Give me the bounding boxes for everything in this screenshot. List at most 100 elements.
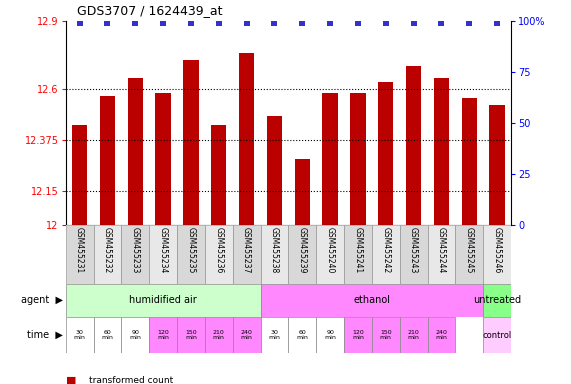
- Text: GSM455244: GSM455244: [437, 227, 446, 273]
- Text: GSM455234: GSM455234: [159, 227, 168, 273]
- Bar: [177, 317, 205, 353]
- Point: [493, 20, 502, 26]
- Point: [353, 20, 363, 26]
- Text: GSM455233: GSM455233: [131, 227, 140, 273]
- Bar: [428, 317, 456, 353]
- Bar: [122, 225, 149, 284]
- Text: untreated: untreated: [473, 295, 521, 306]
- Bar: [100, 96, 115, 225]
- Bar: [66, 317, 94, 353]
- Bar: [205, 225, 233, 284]
- Bar: [344, 317, 372, 353]
- Bar: [350, 93, 365, 225]
- Point: [159, 20, 168, 26]
- Point: [242, 20, 251, 26]
- Bar: [211, 125, 227, 225]
- Text: GSM455242: GSM455242: [381, 227, 391, 273]
- Bar: [372, 225, 400, 284]
- Bar: [406, 66, 421, 225]
- Bar: [233, 317, 260, 353]
- Point: [131, 20, 140, 26]
- Bar: [344, 225, 372, 284]
- Text: GSM455246: GSM455246: [493, 227, 502, 273]
- Text: GSM455236: GSM455236: [214, 227, 223, 273]
- Point: [465, 20, 474, 26]
- Text: 120
min: 120 min: [157, 329, 169, 341]
- Bar: [260, 225, 288, 284]
- Bar: [183, 60, 199, 225]
- Text: 210
min: 210 min: [213, 329, 225, 341]
- Text: GSM455245: GSM455245: [465, 227, 474, 273]
- Text: GSM455238: GSM455238: [270, 227, 279, 273]
- Bar: [267, 116, 282, 225]
- Text: ethanol: ethanol: [353, 295, 391, 306]
- Point: [437, 20, 446, 26]
- Text: control: control: [482, 331, 512, 339]
- Text: transformed count: transformed count: [89, 376, 173, 384]
- Bar: [288, 317, 316, 353]
- Point: [186, 20, 195, 26]
- Bar: [94, 317, 122, 353]
- Bar: [66, 284, 260, 317]
- Bar: [323, 93, 338, 225]
- Bar: [66, 225, 94, 284]
- Bar: [400, 317, 428, 353]
- Text: humidified air: humidified air: [129, 295, 197, 306]
- Bar: [428, 225, 456, 284]
- Text: 90
min: 90 min: [129, 329, 141, 341]
- Bar: [205, 317, 233, 353]
- Text: 90
min: 90 min: [324, 329, 336, 341]
- Bar: [233, 225, 260, 284]
- Text: 150
min: 150 min: [185, 329, 197, 341]
- Text: time  ▶: time ▶: [27, 330, 63, 340]
- Text: GSM455241: GSM455241: [353, 227, 363, 273]
- Bar: [72, 125, 87, 225]
- Text: GSM455237: GSM455237: [242, 227, 251, 273]
- Bar: [434, 78, 449, 225]
- Point: [75, 20, 84, 26]
- Bar: [177, 225, 205, 284]
- Bar: [94, 225, 122, 284]
- Bar: [239, 53, 254, 225]
- Text: ■: ■: [66, 375, 76, 384]
- Bar: [295, 159, 310, 225]
- Text: 240
min: 240 min: [240, 329, 252, 341]
- Text: 60
min: 60 min: [102, 329, 114, 341]
- Text: 30
min: 30 min: [268, 329, 280, 341]
- Text: 240
min: 240 min: [436, 329, 448, 341]
- Bar: [483, 225, 511, 284]
- Bar: [260, 317, 288, 353]
- Bar: [155, 93, 171, 225]
- Bar: [288, 225, 316, 284]
- Bar: [316, 317, 344, 353]
- Bar: [149, 225, 177, 284]
- Text: 60
min: 60 min: [296, 329, 308, 341]
- Point: [409, 20, 418, 26]
- Bar: [122, 317, 149, 353]
- Point: [325, 20, 335, 26]
- Text: 120
min: 120 min: [352, 329, 364, 341]
- Text: GSM455243: GSM455243: [409, 227, 418, 273]
- Bar: [316, 225, 344, 284]
- Text: 210
min: 210 min: [408, 329, 420, 341]
- Bar: [483, 317, 511, 353]
- Text: GSM455239: GSM455239: [297, 227, 307, 273]
- Bar: [149, 317, 177, 353]
- Bar: [372, 317, 400, 353]
- Bar: [489, 105, 505, 225]
- Point: [381, 20, 391, 26]
- Bar: [260, 284, 483, 317]
- Bar: [127, 78, 143, 225]
- Text: GSM455232: GSM455232: [103, 227, 112, 273]
- Text: 30
min: 30 min: [74, 329, 86, 341]
- Point: [297, 20, 307, 26]
- Bar: [456, 225, 483, 284]
- Text: GSM455240: GSM455240: [325, 227, 335, 273]
- Text: GSM455231: GSM455231: [75, 227, 84, 273]
- Point: [103, 20, 112, 26]
- Bar: [461, 98, 477, 225]
- Text: agent  ▶: agent ▶: [21, 295, 63, 306]
- Text: 150
min: 150 min: [380, 329, 392, 341]
- Point: [270, 20, 279, 26]
- Text: GDS3707 / 1624439_at: GDS3707 / 1624439_at: [77, 4, 223, 17]
